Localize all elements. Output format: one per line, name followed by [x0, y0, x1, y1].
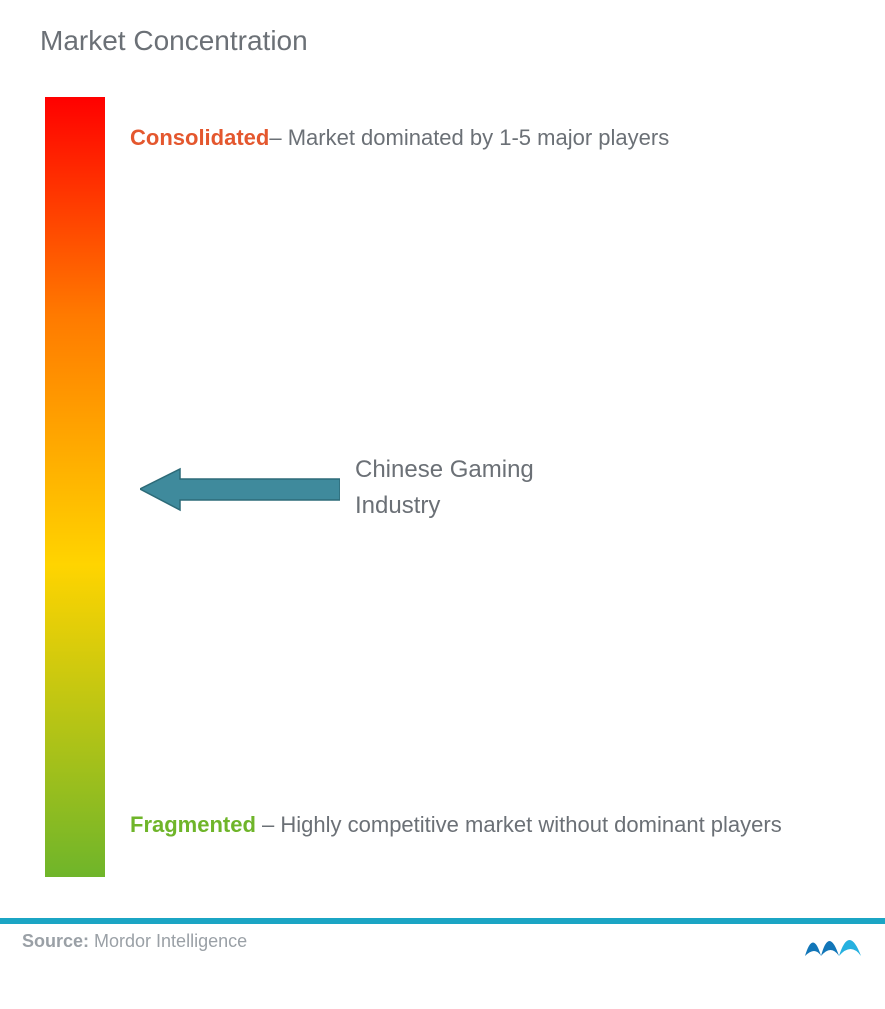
consolidated-rest: – Market dominated by 1-5 major players — [269, 125, 669, 150]
arrow-icon — [140, 469, 340, 510]
fragmented-rest: – Highly competitive market without domi… — [256, 812, 782, 837]
source-row: Source: Mordor Intelligence — [22, 924, 863, 959]
market-name-label: Chinese Gaming Industry — [355, 452, 534, 524]
page-title: Market Concentration — [30, 25, 855, 57]
consolidated-label: Consolidated– Market dominated by 1-5 ma… — [130, 112, 845, 165]
fragmented-bold: Fragmented — [130, 812, 256, 837]
diagram-container: Market Concentration Consolidated– Marke… — [0, 0, 885, 1009]
source-name: Mordor Intelligence — [94, 931, 247, 951]
source-text: Source: Mordor Intelligence — [22, 931, 247, 952]
text-area: Consolidated– Market dominated by 1-5 ma… — [105, 97, 855, 877]
indicator-arrow — [140, 467, 340, 512]
brand-logo-icon — [803, 924, 863, 959]
logo-wave-3 — [839, 940, 861, 956]
gradient-rect — [45, 97, 105, 877]
market-name-line1: Chinese Gaming — [355, 456, 534, 483]
consolidated-bold: Consolidated — [130, 125, 269, 150]
market-name-line2: Industry — [355, 492, 440, 519]
main-area: Consolidated– Market dominated by 1-5 ma… — [30, 97, 855, 877]
concentration-gradient-bar — [45, 97, 105, 877]
logo-wave-2 — [821, 941, 839, 956]
logo-wave-1 — [805, 943, 821, 957]
fragmented-label: Fragmented – Highly competitive market w… — [130, 799, 845, 852]
source-label: Source: — [22, 931, 94, 951]
